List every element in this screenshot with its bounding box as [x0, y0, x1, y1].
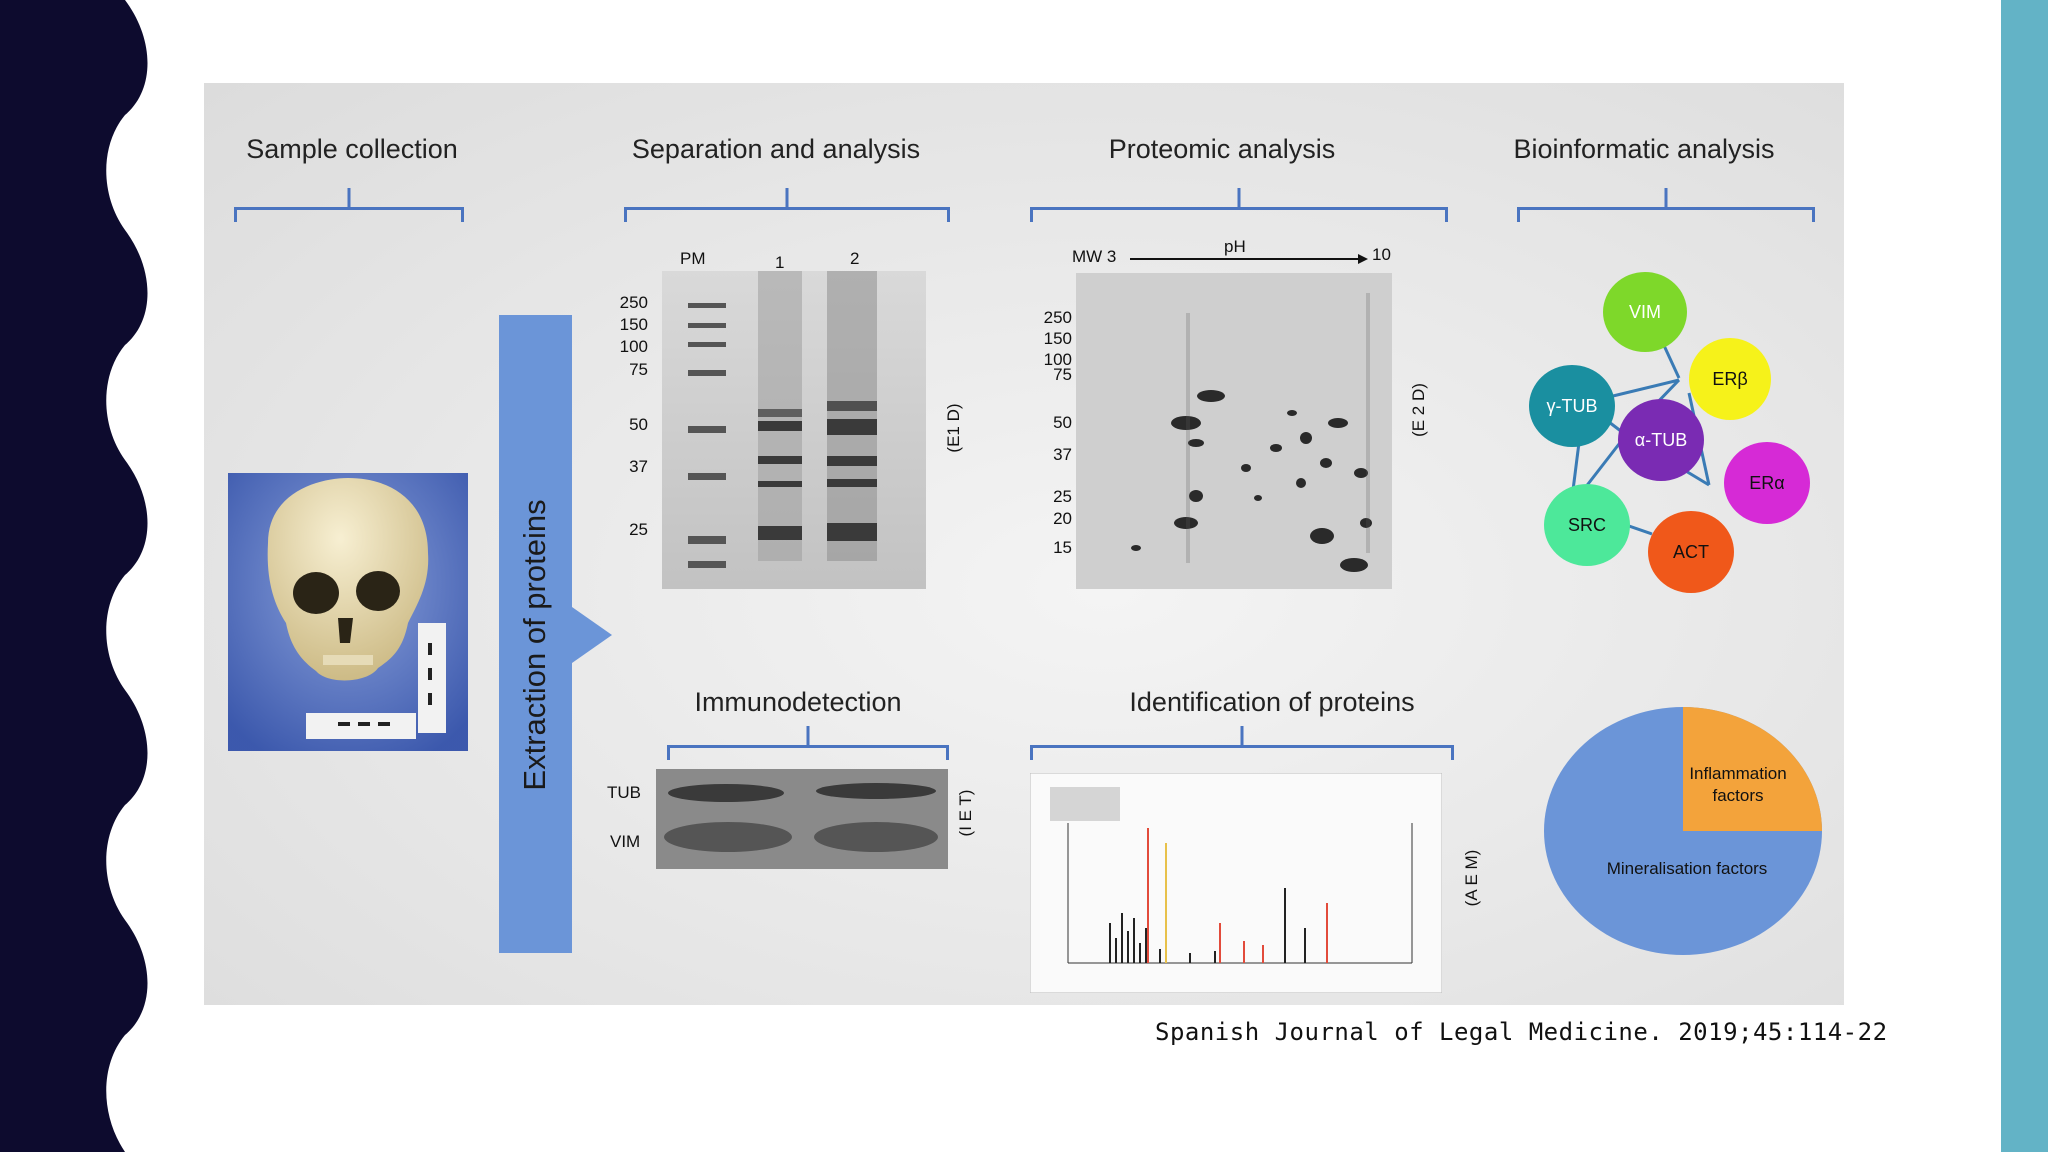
network-node-era: ERα	[1724, 442, 1810, 524]
extraction-arrow-head	[572, 607, 612, 663]
network-node-gtub: γ-TUB	[1529, 365, 1615, 447]
section-title-separation: Separation and analysis	[631, 134, 921, 164]
gel2-image	[1076, 273, 1392, 589]
bracket-separation	[624, 207, 950, 222]
bracket-identification	[1030, 745, 1454, 760]
pie-label-inflammation-line2: factors	[1712, 786, 1764, 805]
gel2-mw-50: 50	[1053, 413, 1072, 432]
pie-chart	[1544, 707, 1822, 955]
right-decorative-band	[2001, 0, 2048, 1152]
network-node-erb-label: ERβ	[1712, 368, 1748, 389]
gel2-mw-20: 20	[1053, 509, 1072, 528]
network-node-act: ACT	[1648, 511, 1734, 593]
gel2-ph-label: pH	[1224, 237, 1246, 256]
network-node-atub-label: α-TUB	[1634, 429, 1688, 450]
immuno-side-label: (I E T)	[956, 789, 975, 837]
immuno-band-vim-label: VIM	[610, 832, 641, 851]
network-node-gtub-label: γ-TUB	[1546, 395, 1598, 416]
left-decorative-band	[0, 0, 148, 1152]
gel1-image	[662, 271, 926, 589]
gel2-ph-arrow	[1130, 254, 1368, 264]
citation: Spanish Journal of Legal Medicine. 2019;…	[1155, 1018, 1888, 1046]
gel2-mw-25: 25	[1053, 487, 1072, 506]
bracket-proteomic	[1030, 207, 1448, 222]
extraction-arrow-bar	[499, 315, 572, 953]
gel2-mw-250: 250	[1043, 308, 1072, 327]
gel1-side-label: (E1 D)	[944, 403, 963, 453]
section-title-immunodetection: Immunodetection	[694, 687, 902, 717]
skull-photo	[228, 473, 468, 751]
network-node-src: SRC	[1544, 484, 1630, 566]
network-node-era-label: ERα	[1749, 472, 1785, 493]
immuno-band-tub-label: TUB	[607, 783, 641, 802]
gel1-lane-pm: PM	[680, 249, 706, 268]
section-title-bioinformatic: Bioinformatic analysis	[1513, 134, 1775, 164]
gel2-side-label: (E 2 D)	[1409, 383, 1428, 437]
network-node-vim-label: VIM	[1628, 301, 1661, 322]
gel2-mw-37: 37	[1053, 445, 1072, 464]
gel2-mw-150: 150	[1043, 329, 1072, 348]
pie-label-inflammation-line1: Inflammation	[1689, 764, 1787, 783]
gel1-mw-100: 100	[619, 337, 648, 356]
gel2-ph-end: 10	[1372, 245, 1391, 264]
network-node-vim: VIM	[1603, 272, 1687, 352]
gel2-mw-75: 75	[1053, 365, 1072, 384]
immunoblot-image	[656, 769, 948, 869]
gel1-mw-150: 150	[619, 315, 648, 334]
gel2-mw-15: 15	[1053, 538, 1072, 557]
section-title-sample-collection: Sample collection	[246, 134, 458, 164]
gel1-mw-25: 25	[629, 520, 648, 539]
gel1-mw-75: 75	[629, 360, 648, 379]
gel2-mw-label: MW 3	[1072, 247, 1117, 266]
pie-slice-inflammation	[1683, 707, 1822, 831]
section-title-proteomic: Proteomic analysis	[1108, 134, 1336, 164]
bracket-sample-collection	[234, 207, 464, 222]
gel1-mw-37: 37	[629, 457, 648, 476]
network-node-atub: α-TUB	[1618, 399, 1704, 481]
bracket-bioinformatic	[1517, 207, 1815, 222]
network-node-src-label: SRC	[1567, 514, 1606, 535]
gel2-mw-100: 100	[1043, 350, 1072, 369]
gel1-lane-2: 2	[850, 249, 860, 268]
mass-spectrum-image	[1030, 773, 1442, 993]
section-title-identification: Identification of proteins	[1129, 687, 1415, 717]
spectrum-side-label: (A E M)	[1462, 849, 1481, 907]
figure-panel: Sample collection Separation and analysi…	[204, 83, 1844, 1005]
network-node-erb: ERβ	[1689, 338, 1771, 420]
network-node-act-label: ACT	[1673, 541, 1709, 562]
pie-label-inflammation: Inflammation factors	[1689, 763, 1786, 807]
gel1-mw-50: 50	[629, 415, 648, 434]
gel1-lane-1: 1	[775, 253, 785, 272]
bracket-immunodetection	[667, 745, 949, 760]
pie-label-mineralisation: Mineralisation factors	[1606, 859, 1768, 878]
extraction-label: Extraction of proteins	[517, 499, 552, 791]
gel1-mw-250: 250	[619, 293, 648, 312]
